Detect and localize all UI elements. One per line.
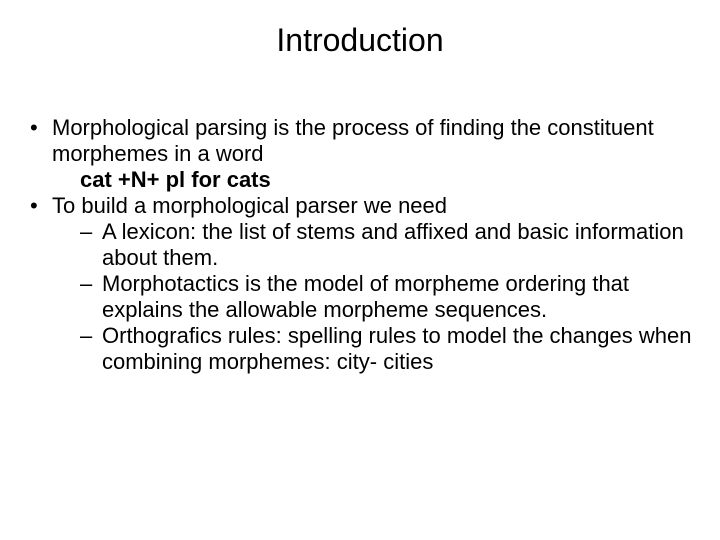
slide-body: Morphological parsing is the process of … [24,115,696,375]
bullet-list: Morphological parsing is the process of … [24,115,696,375]
bullet-item-2: To build a morphological parser we need … [24,193,696,375]
bullet-example-1: cat +N+ pl for cats [52,167,696,193]
sub-bullet-text-1: A lexicon: the list of stems and affixed… [102,219,684,270]
bullet-text-2: To build a morphological parser we need [52,193,447,218]
sub-bullet-2: Morphotactics is the model of morpheme o… [80,271,696,323]
sub-bullet-text-3: Orthografics rules: spelling rules to mo… [102,323,691,374]
slide: Introduction Morphological parsing is th… [0,0,720,540]
bullet-item-1: Morphological parsing is the process of … [24,115,696,193]
sub-bullet-list: A lexicon: the list of stems and affixed… [52,219,696,375]
sub-bullet-1: A lexicon: the list of stems and affixed… [80,219,696,271]
slide-title: Introduction [24,22,696,59]
bullet-text-1: Morphological parsing is the process of … [52,115,654,166]
sub-bullet-3: Orthografics rules: spelling rules to mo… [80,323,696,375]
sub-bullet-text-2: Morphotactics is the model of morpheme o… [102,271,629,322]
